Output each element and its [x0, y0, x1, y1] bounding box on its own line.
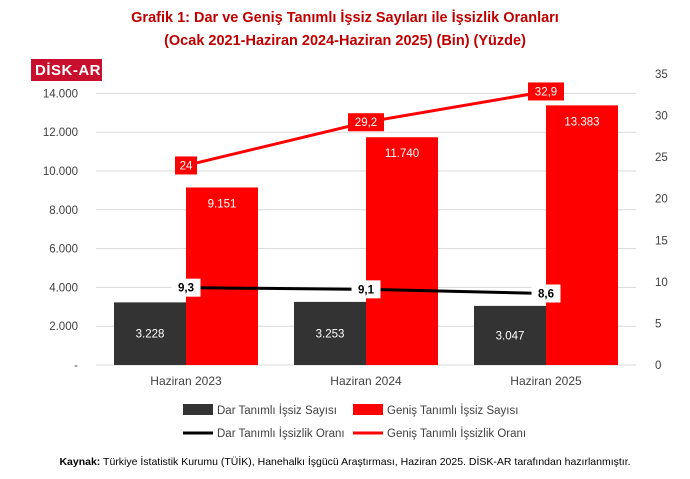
- left-tick-label: -: [74, 360, 78, 372]
- logo-background: [31, 59, 102, 81]
- rate-label-box: [348, 113, 384, 132]
- bar-genis-tanimli: [366, 137, 438, 365]
- source-label: Kaynak:: [59, 456, 101, 468]
- rate-data-label: 9,3: [178, 283, 194, 295]
- left-tick-label: 6.000: [49, 244, 78, 256]
- legend-swatch: [353, 404, 383, 415]
- right-axis: 0 5 10 15 20 25 30 35: [655, 69, 668, 372]
- chart-title-line2: (Ocak 2021-Haziran 2024-Haziran 2025) (B…: [164, 33, 526, 49]
- right-tick-label: 25: [655, 152, 668, 164]
- bar-dar-tanimli: [114, 302, 186, 365]
- disk-ar-logo: DİSK-AR: [31, 59, 102, 81]
- source-note: Kaynak: Türkiye İstatistik Kurumu (TÜİK)…: [0, 456, 690, 468]
- category-axis: Haziran 2023 Haziran 2024 Haziran 2025: [150, 374, 582, 388]
- rate-data-label: 8,6: [538, 288, 554, 300]
- left-tick-label: 10.000: [43, 166, 78, 178]
- rate-label-box: [171, 278, 201, 297]
- rate-data-label: 9,1: [358, 284, 375, 296]
- bar-dar-tanimli: [294, 301, 366, 365]
- legend-swatch: [183, 404, 213, 415]
- left-tick-label: 2.000: [49, 321, 78, 333]
- rate-label-box: [351, 280, 381, 299]
- right-tick-label: 10: [655, 277, 668, 289]
- left-axis: - 2.000 4.000 6.000 8.000 10.000 12.000 14.000: [43, 88, 78, 372]
- bar-data-label: 3.228: [136, 329, 165, 341]
- logo-text: DİSK-AR: [35, 62, 101, 79]
- category-label: Haziran 2023: [150, 374, 222, 388]
- category-label: Haziran 2025: [510, 374, 582, 388]
- bar-data-label: 13.383: [564, 116, 599, 128]
- right-tick-label: 5: [655, 318, 661, 330]
- bar-data-label: 9.151: [208, 198, 237, 210]
- category-label: Haziran 2024: [330, 374, 402, 388]
- right-tick-label: 15: [655, 235, 668, 247]
- chart-title-line1: Grafik 1: Dar ve Geniş Tanımlı İşsiz Say…: [131, 9, 559, 26]
- rate-lines: 9,3 9,1 8,6 24 29,2 32,9: [171, 82, 564, 303]
- left-tick-label: 14.000: [43, 88, 78, 100]
- bar-dar-tanimli: [474, 305, 546, 365]
- rate-data-label: 29,2: [355, 117, 377, 129]
- legend-label: Dar Tanımlı İşsiz Sayısı: [217, 404, 337, 417]
- legend: Dar Tanımlı İşsiz Sayısı Geniş Tanımlı İş…: [183, 404, 526, 440]
- rate-data-label: 32,9: [535, 86, 557, 98]
- rate-label-box: [175, 156, 197, 175]
- legend-label: Geniş Tanımlı İşsizlik Oranı: [387, 427, 526, 440]
- rate-data-label: 24: [180, 160, 193, 172]
- left-tick-label: 12.000: [43, 127, 78, 139]
- legend-label: Dar Tanımlı İşsizlik Oranı: [217, 427, 345, 440]
- left-tick-label: 4.000: [49, 282, 78, 294]
- right-tick-label: 35: [655, 69, 668, 81]
- bars: 3.228 3.253 3.047 9.151 11.740 13.383: [114, 105, 618, 365]
- bar-data-label: 3.253: [316, 328, 345, 340]
- bar-genis-tanimli: [546, 105, 618, 365]
- rate-label-box: [531, 284, 561, 303]
- legend-label: Geniş Tanımlı İşsiz Sayısı: [387, 404, 518, 417]
- right-tick-label: 30: [655, 111, 668, 123]
- right-tick-label: 20: [655, 194, 668, 206]
- rate-label-box: [528, 82, 564, 101]
- right-tick-label: 0: [655, 360, 661, 372]
- bar-data-label: 3.047: [496, 330, 525, 342]
- bar-data-label: 11.740: [385, 148, 419, 160]
- bar-genis-tanimli: [186, 187, 258, 365]
- source-text: Türkiye İstatistik Kurumu (TÜİK), Haneha…: [103, 456, 631, 468]
- left-tick-label: 8.000: [49, 205, 78, 217]
